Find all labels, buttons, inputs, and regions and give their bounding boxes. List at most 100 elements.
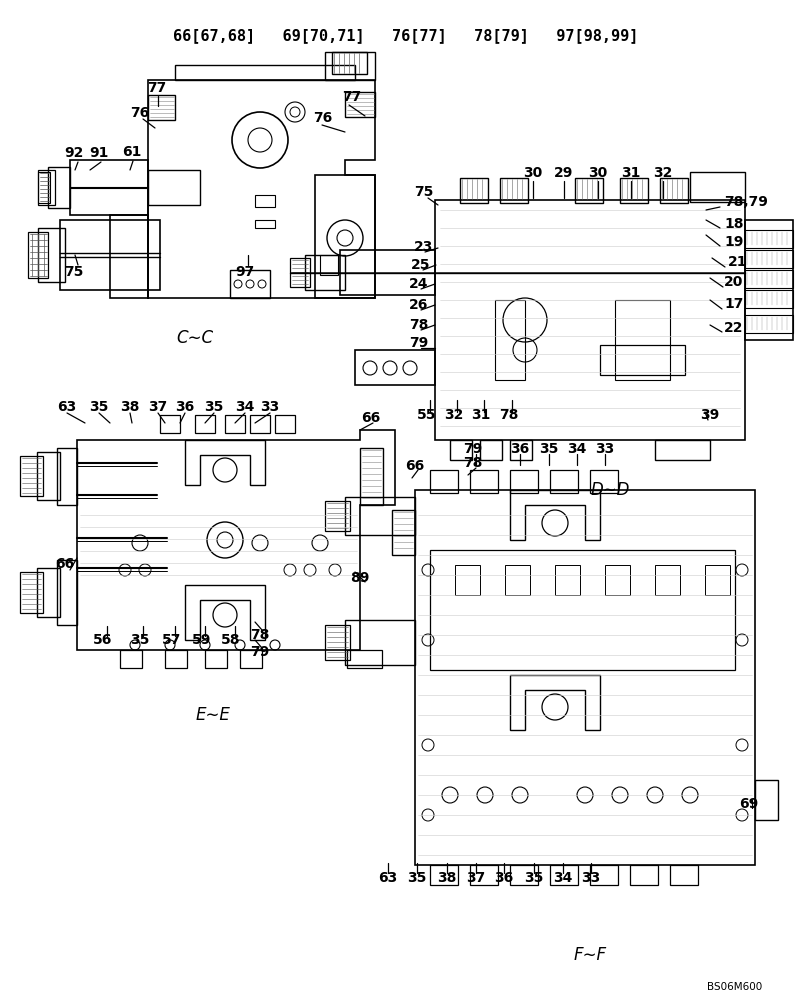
Bar — [744, 315, 792, 333]
Text: 77: 77 — [342, 90, 361, 104]
Text: 35: 35 — [204, 400, 223, 414]
Text: 78: 78 — [250, 628, 269, 642]
Bar — [460, 178, 487, 203]
Bar — [160, 415, 180, 433]
Bar — [509, 865, 538, 885]
Bar — [120, 650, 142, 668]
Bar — [470, 470, 497, 493]
Text: BS06M600: BS06M600 — [706, 982, 762, 992]
Text: 63: 63 — [378, 871, 397, 885]
Text: 18: 18 — [723, 217, 743, 231]
Bar — [255, 220, 275, 228]
Text: 30: 30 — [588, 166, 607, 180]
Bar — [500, 178, 527, 203]
Text: 91: 91 — [89, 146, 109, 160]
Text: 33: 33 — [581, 871, 600, 885]
Text: 19: 19 — [723, 235, 742, 249]
Bar — [275, 415, 294, 433]
Bar — [744, 270, 792, 288]
Text: 78: 78 — [463, 456, 482, 470]
Text: 92: 92 — [64, 146, 84, 160]
Bar — [744, 290, 792, 308]
Text: 25: 25 — [410, 258, 430, 272]
Text: 35: 35 — [524, 871, 543, 885]
Text: 78: 78 — [499, 408, 518, 422]
Bar — [509, 440, 531, 460]
Bar — [590, 865, 617, 885]
Text: 76: 76 — [131, 106, 149, 120]
Bar — [654, 440, 709, 460]
Text: F∼F: F∼F — [573, 946, 606, 964]
Text: 97: 97 — [235, 265, 255, 279]
Text: 33: 33 — [260, 400, 279, 414]
Bar — [590, 470, 617, 493]
Bar — [495, 300, 525, 380]
Bar — [250, 415, 270, 433]
Bar — [509, 470, 538, 493]
Text: 57: 57 — [162, 633, 182, 647]
Text: 21: 21 — [727, 255, 747, 269]
Bar — [554, 565, 579, 595]
Text: 34: 34 — [567, 442, 586, 456]
Bar — [689, 172, 744, 202]
Text: 35: 35 — [89, 400, 109, 414]
Text: 78: 78 — [409, 318, 428, 332]
Bar — [255, 195, 275, 207]
Text: 38: 38 — [120, 400, 139, 414]
Text: 75: 75 — [64, 265, 84, 279]
Text: 78,79: 78,79 — [723, 195, 767, 209]
Text: 32: 32 — [444, 408, 463, 422]
Bar — [430, 470, 457, 493]
Bar — [204, 650, 227, 668]
Text: 56: 56 — [93, 633, 113, 647]
Text: 55: 55 — [417, 408, 436, 422]
Text: 31: 31 — [470, 408, 490, 422]
Bar — [479, 440, 501, 460]
Text: 37: 37 — [466, 871, 485, 885]
Text: 35: 35 — [130, 633, 149, 647]
Bar — [225, 415, 245, 433]
Text: 36: 36 — [494, 871, 513, 885]
Bar — [549, 865, 577, 885]
Text: 35: 35 — [407, 871, 426, 885]
Text: 66: 66 — [361, 411, 380, 425]
Bar — [332, 52, 367, 74]
Bar — [195, 415, 215, 433]
Text: 32: 32 — [653, 166, 672, 180]
Bar — [430, 865, 457, 885]
Bar — [604, 565, 629, 595]
Bar — [629, 865, 657, 885]
Text: 75: 75 — [414, 185, 433, 199]
Bar — [659, 178, 687, 203]
Bar — [744, 230, 792, 248]
Text: 89: 89 — [350, 571, 369, 585]
Bar — [320, 255, 337, 275]
Bar — [240, 650, 262, 668]
Text: 76: 76 — [313, 111, 333, 125]
Text: 58: 58 — [221, 633, 240, 647]
Bar — [669, 865, 697, 885]
Text: C∼C: C∼C — [176, 329, 213, 347]
Bar — [454, 565, 479, 595]
Text: 69: 69 — [739, 797, 757, 811]
Text: E∼E: E∼E — [195, 706, 230, 724]
Bar — [620, 178, 647, 203]
Text: 22: 22 — [723, 321, 743, 335]
Bar — [599, 345, 684, 375]
Bar — [704, 565, 729, 595]
Text: 17: 17 — [723, 297, 742, 311]
Text: 66: 66 — [55, 557, 75, 571]
Text: 77: 77 — [147, 81, 166, 95]
Text: 79: 79 — [463, 442, 482, 456]
Text: D∼D: D∼D — [590, 481, 629, 499]
Text: 34: 34 — [552, 871, 572, 885]
Bar — [744, 250, 792, 268]
Text: 20: 20 — [723, 275, 742, 289]
Text: 36: 36 — [510, 442, 529, 456]
Bar — [654, 565, 679, 595]
Text: 39: 39 — [700, 408, 719, 422]
Bar — [614, 300, 669, 380]
Bar — [165, 650, 187, 668]
Text: 33: 33 — [594, 442, 614, 456]
Bar — [470, 865, 497, 885]
